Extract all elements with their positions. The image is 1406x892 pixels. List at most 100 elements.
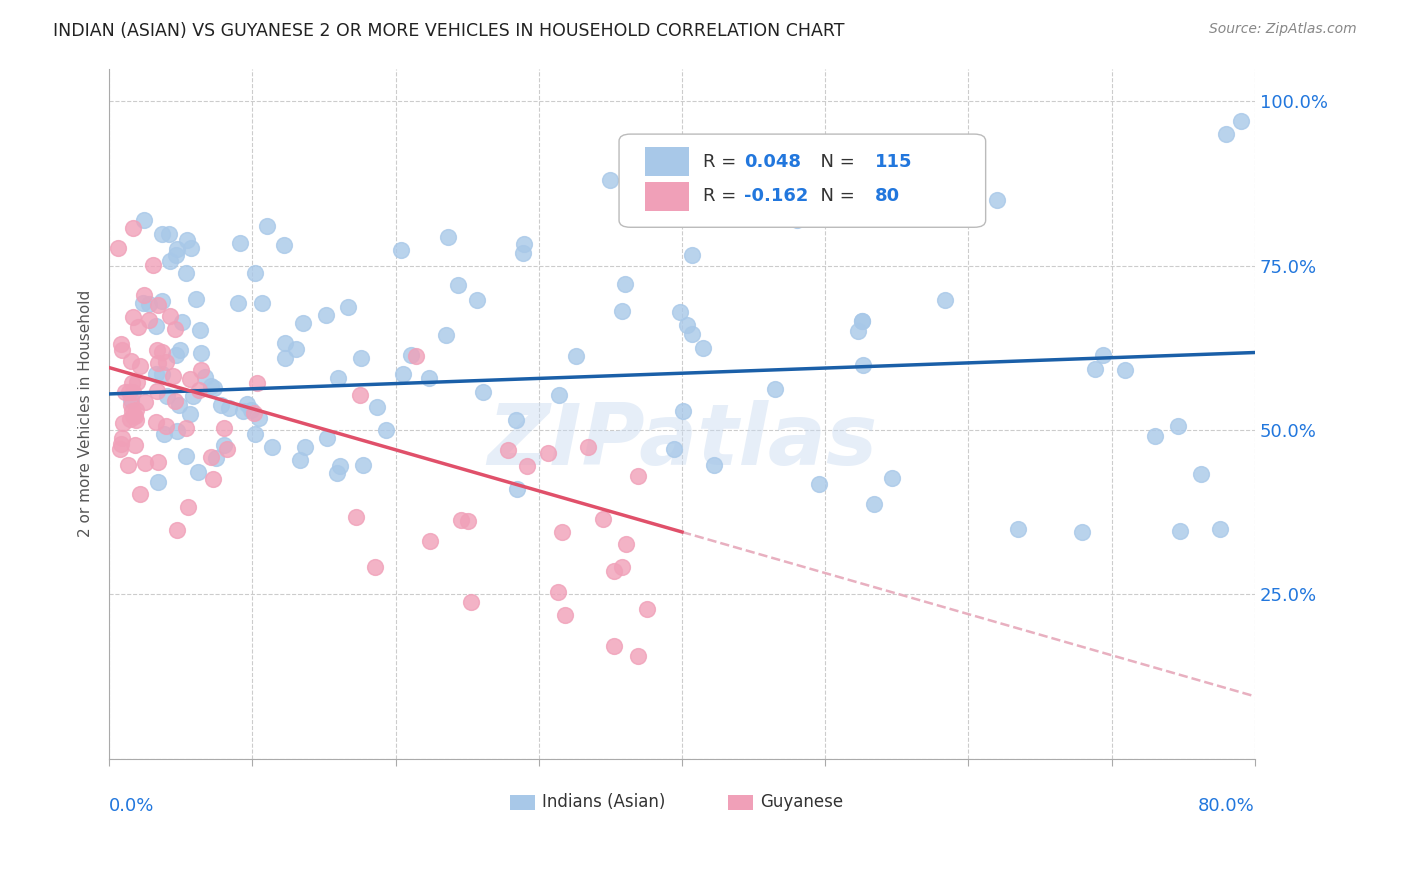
Point bbox=[125, 402, 148, 417]
Point bbox=[852, 359, 875, 373]
Point bbox=[256, 219, 278, 234]
Text: N =: N = bbox=[810, 187, 860, 205]
Point bbox=[436, 229, 458, 244]
Point bbox=[274, 351, 297, 365]
Point bbox=[146, 343, 169, 358]
Point bbox=[576, 440, 599, 454]
Point bbox=[675, 318, 697, 332]
Point bbox=[229, 235, 252, 250]
Point bbox=[786, 212, 808, 227]
Point bbox=[110, 436, 132, 450]
Point bbox=[681, 326, 703, 341]
Point bbox=[405, 349, 427, 363]
Point bbox=[146, 298, 169, 312]
Point bbox=[163, 321, 186, 335]
Point bbox=[121, 392, 143, 407]
Point bbox=[344, 509, 367, 524]
Point bbox=[107, 241, 129, 255]
Point bbox=[505, 413, 527, 427]
Point bbox=[548, 388, 571, 402]
Point bbox=[1084, 362, 1107, 376]
Point bbox=[1167, 418, 1189, 433]
Point bbox=[273, 237, 295, 252]
Point bbox=[152, 368, 174, 382]
Point bbox=[132, 296, 155, 310]
Point bbox=[153, 426, 176, 441]
Point bbox=[614, 537, 637, 551]
Point bbox=[188, 323, 211, 337]
Point bbox=[142, 258, 165, 272]
Point bbox=[179, 407, 201, 421]
Point bbox=[352, 458, 374, 472]
Point bbox=[627, 649, 650, 664]
Text: R =: R = bbox=[703, 153, 742, 170]
Point bbox=[176, 421, 198, 435]
Text: INDIAN (ASIAN) VS GUYANESE 2 OR MORE VEHICLES IN HOUSEHOLD CORRELATION CHART: INDIAN (ASIAN) VS GUYANESE 2 OR MORE VEH… bbox=[53, 22, 845, 40]
Point bbox=[669, 305, 692, 319]
Point bbox=[447, 277, 470, 292]
Point bbox=[150, 293, 173, 308]
Point bbox=[129, 486, 152, 500]
Point bbox=[399, 348, 422, 362]
Point bbox=[436, 328, 458, 343]
Point bbox=[190, 346, 212, 360]
Point bbox=[112, 417, 135, 431]
Point bbox=[260, 440, 283, 454]
Point bbox=[121, 404, 143, 418]
Point bbox=[145, 368, 167, 382]
Point bbox=[166, 424, 188, 438]
Point bbox=[159, 309, 181, 323]
Point bbox=[603, 639, 626, 653]
Point bbox=[1114, 363, 1136, 377]
Point bbox=[209, 398, 232, 412]
Point bbox=[846, 324, 869, 338]
Point bbox=[1007, 522, 1029, 536]
Point bbox=[134, 394, 156, 409]
Point bbox=[284, 343, 307, 357]
Text: 0.048: 0.048 bbox=[744, 153, 801, 170]
Point bbox=[146, 356, 169, 370]
Point bbox=[127, 320, 149, 334]
Text: -0.162: -0.162 bbox=[744, 187, 808, 205]
Point bbox=[179, 372, 201, 386]
Y-axis label: 2 or more Vehicles in Household: 2 or more Vehicles in Household bbox=[79, 290, 93, 537]
Point bbox=[114, 384, 136, 399]
Point bbox=[194, 369, 217, 384]
Point bbox=[418, 371, 440, 385]
Point bbox=[121, 376, 143, 390]
Text: Indians (Asian): Indians (Asian) bbox=[543, 793, 665, 811]
Point bbox=[1209, 522, 1232, 536]
Point bbox=[125, 413, 148, 427]
Point bbox=[1189, 467, 1212, 481]
Point bbox=[124, 409, 146, 424]
Point bbox=[169, 343, 191, 357]
Point bbox=[506, 483, 529, 497]
Point bbox=[150, 345, 173, 359]
Point bbox=[389, 244, 412, 258]
Point bbox=[851, 314, 873, 328]
Point bbox=[145, 415, 167, 429]
Point bbox=[205, 451, 228, 466]
Point bbox=[117, 458, 139, 472]
Point bbox=[124, 438, 146, 452]
Point bbox=[165, 248, 187, 262]
Point bbox=[554, 607, 576, 622]
Point bbox=[934, 293, 956, 308]
Point bbox=[176, 266, 198, 280]
Point bbox=[155, 418, 177, 433]
Point bbox=[862, 497, 884, 511]
Point bbox=[145, 318, 167, 333]
Point bbox=[851, 314, 873, 328]
Point bbox=[457, 514, 479, 528]
Point bbox=[672, 404, 695, 418]
Point bbox=[218, 401, 240, 416]
Point bbox=[681, 248, 703, 262]
Point bbox=[392, 367, 415, 381]
Point bbox=[176, 233, 198, 247]
Text: Source: ZipAtlas.com: Source: ZipAtlas.com bbox=[1209, 22, 1357, 37]
Point bbox=[328, 459, 350, 474]
Point bbox=[1143, 429, 1166, 443]
Point bbox=[200, 379, 222, 393]
Point bbox=[165, 394, 187, 409]
Point bbox=[122, 310, 145, 325]
